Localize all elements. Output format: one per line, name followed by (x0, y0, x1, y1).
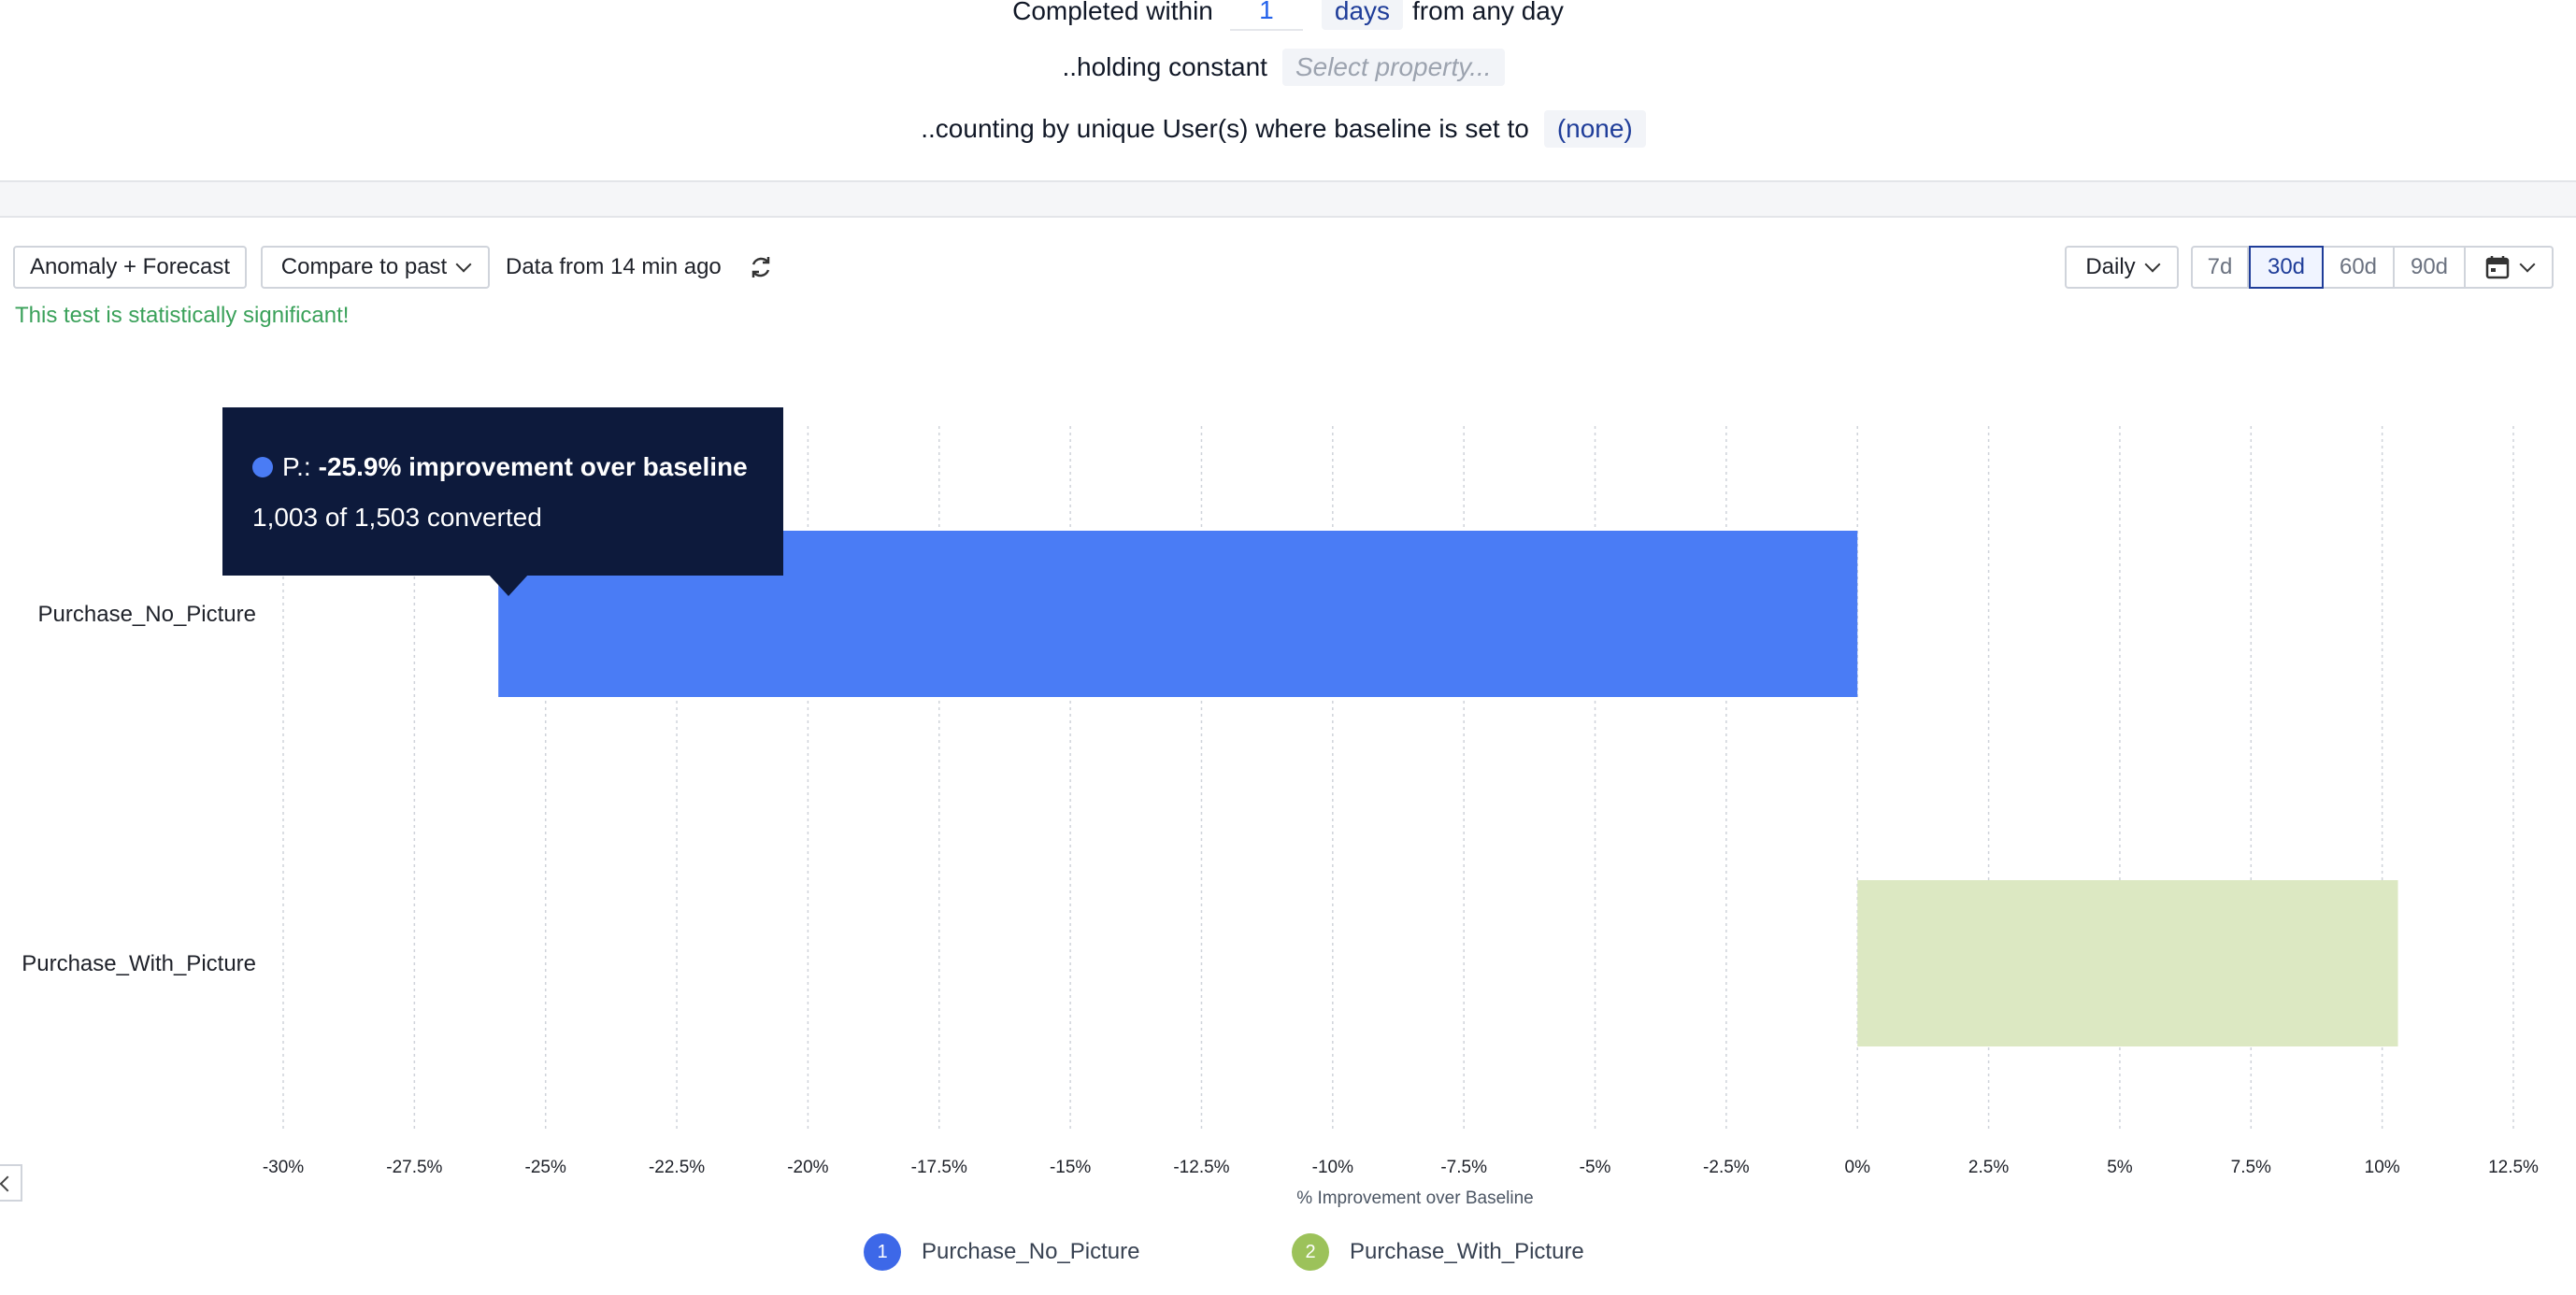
x-tick-label: -30% (263, 1158, 304, 1177)
counting-row: ..counting by unique User(s) where basel… (0, 108, 2576, 149)
x-tick-label: 5% (2107, 1158, 2133, 1177)
x-tick-label: -7.5% (1440, 1158, 1487, 1177)
anomaly-forecast-label: Anomaly + Forecast (29, 254, 231, 279)
legend-item-no-picture[interactable]: 1 Purchase_No_Picture (864, 1233, 1139, 1271)
y-tick-label: Purchase_No_Picture (38, 602, 256, 627)
chevron-left-icon (0, 1175, 16, 1192)
days-value-input[interactable]: 1 (1229, 0, 1303, 31)
holding-constant-row: ..holding constant Select property... (0, 49, 2576, 86)
x-tick-label: -12.5% (1173, 1158, 1229, 1177)
data-freshness-text: Data from 14 min ago (506, 254, 722, 279)
x-tick-label: 0% (1845, 1158, 1871, 1177)
collapse-panel-button[interactable] (0, 1164, 22, 1202)
legend-label: Purchase_With_Picture (1350, 1239, 1584, 1264)
legend-badge: 1 (864, 1233, 901, 1271)
from-any-day-label: from any day (1412, 0, 1564, 25)
x-tick-label: -10% (1312, 1158, 1353, 1177)
tooltip-detail: 1,003 of 1,503 converted (252, 503, 542, 532)
series-color-dot (252, 457, 273, 477)
date-picker-button[interactable] (2466, 246, 2554, 289)
x-tick-label: -15% (1050, 1158, 1091, 1177)
x-tick-label: -5% (1580, 1158, 1611, 1177)
compare-to-past-label: Compare to past (280, 254, 448, 279)
days-unit-select[interactable]: days (1321, 0, 1404, 30)
section-divider (0, 180, 2576, 218)
range-30d[interactable]: 30d (2249, 246, 2324, 289)
tooltip-arrow (488, 574, 529, 596)
range-selector: 7d 30d 60d 90d (2191, 246, 2554, 289)
refresh-icon[interactable] (746, 252, 776, 282)
x-tick-label: 2.5% (1968, 1158, 2009, 1177)
select-property-input[interactable]: Select property... (1281, 49, 1505, 86)
range-60d[interactable]: 60d (2324, 246, 2395, 289)
x-tick-label: 10% (2365, 1158, 2400, 1177)
holding-constant-label: ..holding constant (1062, 52, 1267, 81)
y-tick-label: Purchase_With_Picture (21, 951, 256, 976)
legend-label: Purchase_No_Picture (922, 1239, 1140, 1264)
legend-item-with-picture[interactable]: 2 Purchase_With_Picture (1292, 1233, 1584, 1271)
completed-within-row: Completed within 1 days from any day (0, 0, 2576, 31)
range-90d[interactable]: 90d (2395, 246, 2466, 289)
x-tick-label: -22.5% (649, 1158, 705, 1177)
x-tick-label: -2.5% (1703, 1158, 1750, 1177)
x-tick-label: 12.5% (2488, 1158, 2539, 1177)
x-tick-label: -25% (525, 1158, 566, 1177)
interval-select[interactable]: Daily (2065, 246, 2179, 289)
compare-to-past-button[interactable]: Compare to past (261, 246, 490, 289)
tooltip-headline: P.: -25.9% improvement over baseline (252, 452, 753, 482)
completed-within-label: Completed within (1012, 0, 1213, 25)
tooltip-series: P.: (282, 452, 311, 481)
x-tick-label: -20% (787, 1158, 828, 1177)
counting-label: ..counting by unique User(s) where basel… (921, 114, 1529, 143)
calendar-icon (2485, 256, 2510, 279)
range-7d[interactable]: 7d (2191, 246, 2249, 289)
interval-label: Daily (2085, 254, 2136, 279)
bar-tooltip: P.: -25.9% improvement over baseline 1,0… (222, 407, 783, 596)
anomaly-forecast-button[interactable]: Anomaly + Forecast (13, 246, 247, 289)
legend-badge: 2 (1292, 1233, 1329, 1271)
tooltip-value: -25.9% improvement over baseline (318, 452, 748, 481)
significance-message: This test is statistically significant! (15, 303, 350, 328)
x-axis-label: % Improvement over Baseline (1296, 1188, 1533, 1208)
baseline-select[interactable]: (none) (1543, 110, 1646, 148)
x-tick-label: -17.5% (911, 1158, 967, 1177)
x-tick-label: 7.5% (2231, 1158, 2271, 1177)
x-tick-label: -27.5% (386, 1158, 442, 1177)
bar-purchase-with-picture (1857, 880, 2398, 1046)
